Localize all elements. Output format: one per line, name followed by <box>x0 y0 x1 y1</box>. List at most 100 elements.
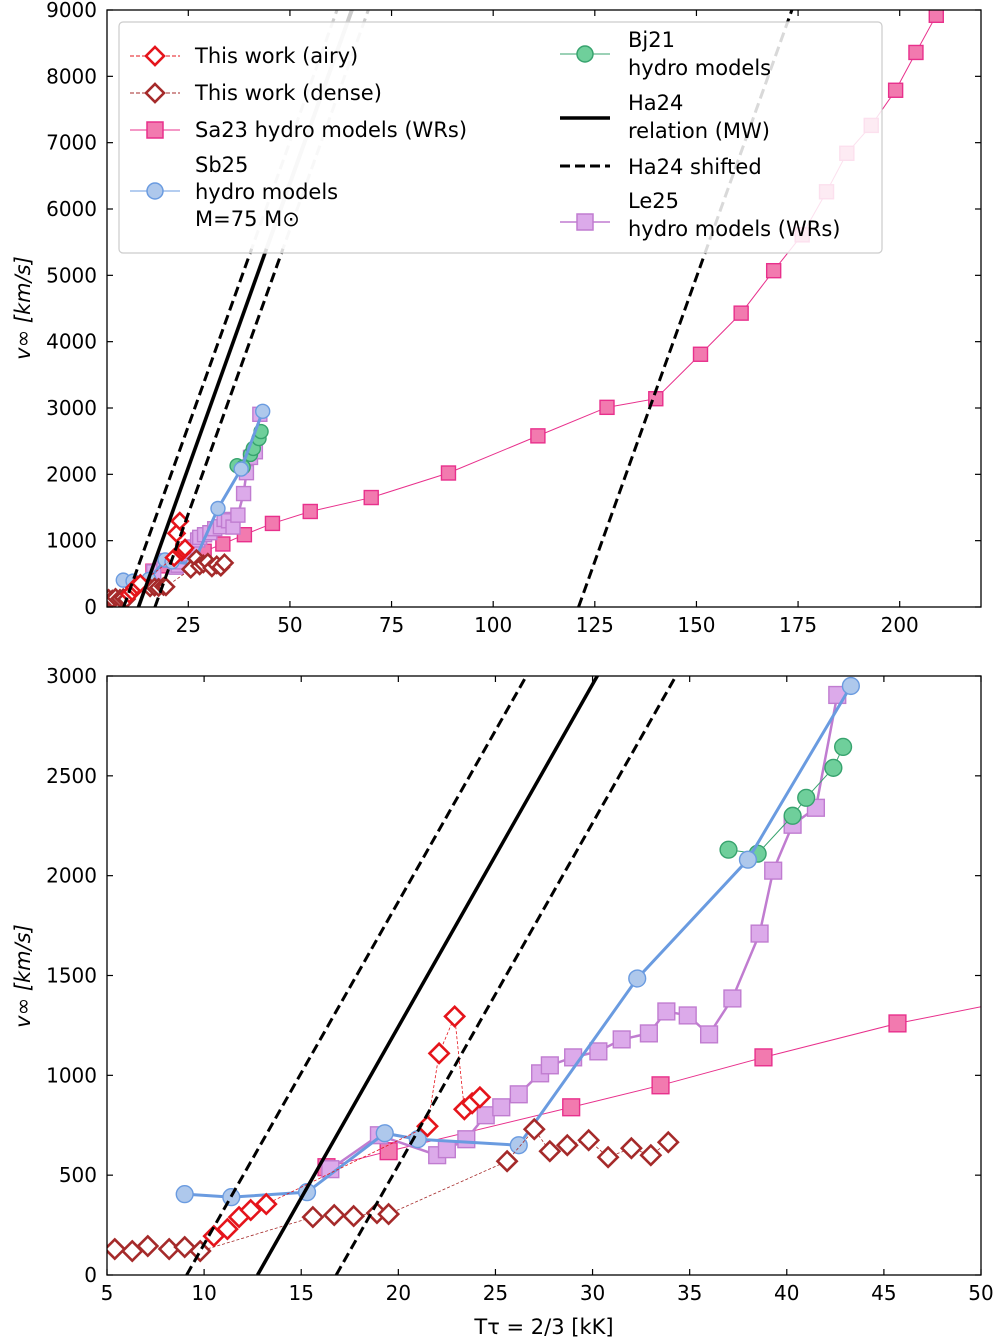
bottom-x-tick-label: 15 <box>288 1281 313 1305</box>
le25-point <box>750 924 769 943</box>
le25-point <box>589 1042 608 1061</box>
top-x-tick-label: 125 <box>576 613 614 637</box>
le25-point <box>657 1002 676 1021</box>
le25-point <box>639 1024 658 1043</box>
bottom-y-tick-label: 3000 <box>46 664 97 688</box>
legend-label-le25-line2: hydro models (WRs) <box>628 217 840 241</box>
bottom-y-axis-label: v∞ [km/s] <box>11 924 35 1028</box>
dense-point <box>639 1143 663 1167</box>
legend-marker-sa23 <box>146 121 164 139</box>
top-x-tick-label: 150 <box>677 613 715 637</box>
legend-marker-dense <box>144 82 166 104</box>
le25-point <box>612 1030 631 1049</box>
sb25-point <box>210 500 226 517</box>
bottom-x-tick-label: 10 <box>191 1281 216 1305</box>
le25-point <box>230 507 246 523</box>
top-y-tick-label: 9000 <box>46 0 97 22</box>
dense-point <box>301 1205 325 1229</box>
le25-point <box>492 1098 511 1117</box>
legend-entry-airy: This work (airy) <box>130 44 358 68</box>
ha24-shifted-line-far <box>577 10 794 607</box>
bottom-x-tick-label: 45 <box>871 1281 896 1305</box>
legend-label-sb25-line2: hydro models <box>195 180 338 204</box>
sa23-point <box>928 10 944 24</box>
top-x-tick-label: 100 <box>474 613 512 637</box>
top-y-tick-label: 7000 <box>46 131 97 155</box>
le25-point <box>235 485 252 502</box>
dense-point <box>596 1145 620 1169</box>
top-y-tick-label: 4000 <box>46 330 97 354</box>
legend-label-dense: This work (dense) <box>194 81 382 105</box>
sb25-point <box>509 1136 528 1155</box>
bottom-panel: 5 10 15 20 25 30 35 40 45 50050010001500200025003… <box>11 664 994 1339</box>
top-y-tick-label: 6000 <box>46 197 97 221</box>
legend-entry-bj21: Bj21 hydro models <box>560 28 771 80</box>
sa23-point <box>363 489 379 506</box>
legend-label-sb25-line1: Sb25 <box>195 153 248 177</box>
le25-point <box>564 1048 583 1067</box>
bottom-x-tick-label: 20 <box>386 1281 411 1305</box>
top-y-tick-label: 2000 <box>46 462 97 486</box>
sa23-point <box>302 503 318 520</box>
bottom-x-tick-label: 30 <box>580 1281 605 1305</box>
legend-entry-le25: Le25 hydro models (WRs) <box>560 189 840 241</box>
top-x-tick-label: 25 <box>176 613 201 637</box>
legend-entry-ha24s: Ha24 shifted <box>560 155 762 179</box>
sa23-point <box>765 262 782 279</box>
ha24-relation-line <box>136 248 269 607</box>
legend-label-ha24s: Ha24 shifted <box>628 155 762 179</box>
sa23-point <box>379 1142 398 1161</box>
legend-entry-sb25: Sb25 hydro models M=75 M⊙ <box>130 153 338 231</box>
bottom-y-tick-label: 0 <box>84 1263 97 1287</box>
sb25-point <box>841 676 860 696</box>
bottom-x-tick-label: 5 <box>101 1281 114 1305</box>
le25-point <box>678 1006 697 1025</box>
sa23-point <box>215 536 231 552</box>
legend-marker-sb25 <box>146 182 164 200</box>
top-x-tick-label: 200 <box>881 613 919 637</box>
sa23-point <box>692 346 709 362</box>
bj21-point <box>824 758 843 777</box>
top-panel: 25 50 75 100 125 150 175 2000100020003000400050… <box>11 0 982 637</box>
dense-point <box>656 1130 680 1154</box>
bj21-point <box>719 840 738 859</box>
top-y-tick-label: 8000 <box>46 64 97 88</box>
legend-label-bj21-line2: hydro models <box>628 56 771 80</box>
legend-label-bj21-line1: Bj21 <box>628 28 675 52</box>
dense-point <box>522 1117 546 1141</box>
bottom-x-axis-label: Tτ = 2/3 [kK] <box>473 1315 613 1339</box>
le25-point <box>509 1085 528 1104</box>
dense-point <box>538 1139 562 1163</box>
legend-entry-dense: This work (dense) <box>130 81 382 105</box>
sa23-point <box>888 1014 907 1033</box>
le25-point <box>764 861 783 880</box>
airy-point <box>427 1041 451 1065</box>
top-x-tick-label: 75 <box>379 613 404 637</box>
bj21-point <box>783 806 802 825</box>
top-y-tick-label: 0 <box>84 595 97 619</box>
dense-point <box>495 1149 519 1173</box>
legend: This work (airy) This work (dense) Sa23 … <box>118 21 883 254</box>
le25-point <box>723 989 742 1008</box>
legend-marker-airy <box>144 45 166 67</box>
top-y-tick-label: 1000 <box>46 529 97 553</box>
sb25-point <box>175 1185 194 1204</box>
ha24-shifted-line <box>334 676 678 1275</box>
top-y-axis-label: v∞ [km/s] <box>11 256 35 360</box>
dense-point <box>173 1235 197 1259</box>
legend-label-sb25-line3: M=75 M⊙ <box>195 207 300 231</box>
sb25-point <box>254 403 271 420</box>
airy-point <box>254 1192 278 1216</box>
sb25-point <box>738 850 758 869</box>
sa23-point <box>908 44 924 61</box>
ha24-shifted-line <box>122 248 254 607</box>
bottom-x-tick-label: 50 <box>968 1281 993 1305</box>
dense-point <box>555 1133 579 1157</box>
bottom-x-tick-label: 25 <box>483 1281 508 1305</box>
dense-point <box>619 1136 643 1160</box>
dense-point <box>214 553 235 573</box>
dense-point <box>107 1237 127 1261</box>
airy-point <box>175 538 195 558</box>
airy-point <box>215 1217 239 1241</box>
top-plot-area <box>107 10 944 607</box>
